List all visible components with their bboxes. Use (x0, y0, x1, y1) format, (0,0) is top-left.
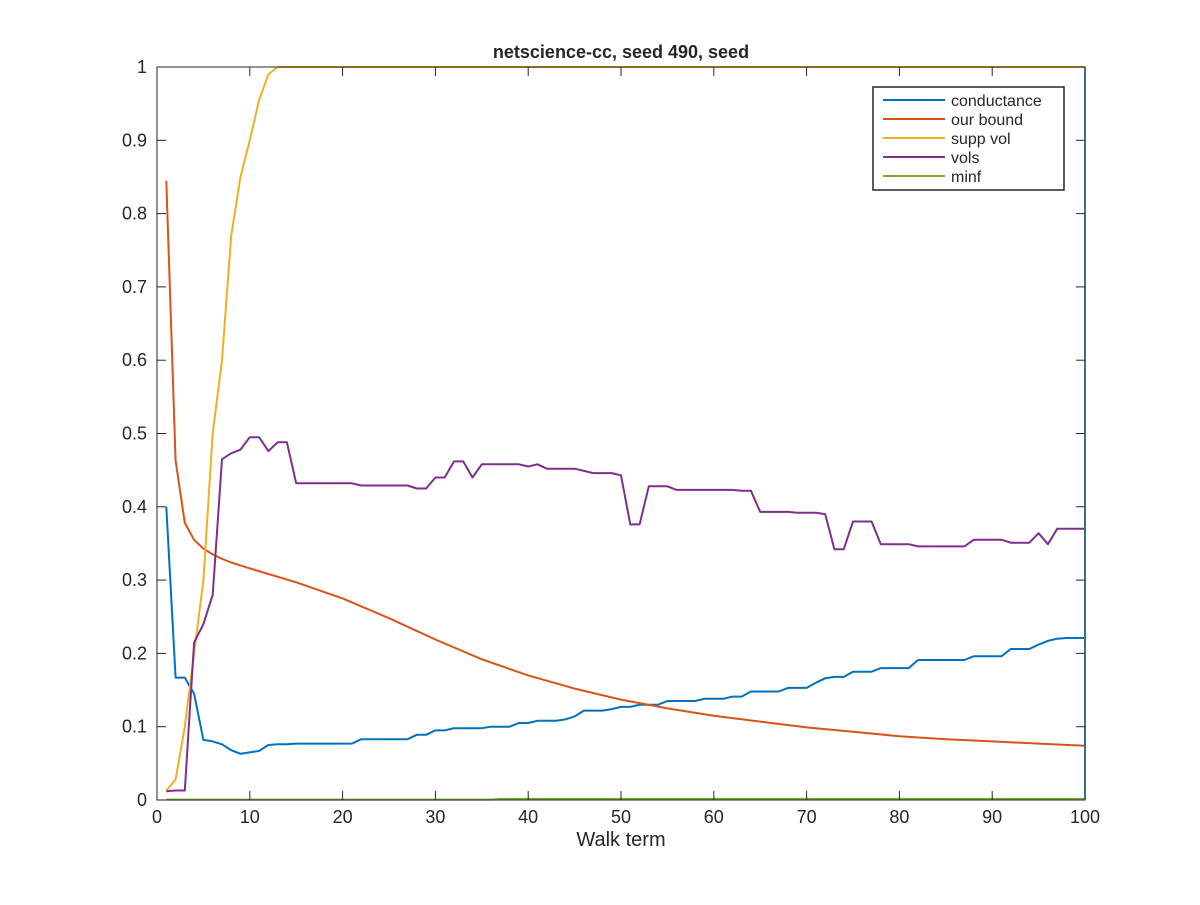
y-tick-label: 1 (137, 57, 147, 77)
y-tick-label: 0.6 (122, 350, 147, 370)
series-line-vols (166, 436, 1085, 793)
y-tick-label: 0.3 (122, 570, 147, 590)
y-tick-label: 0.1 (122, 717, 147, 737)
x-tick-label: 80 (889, 807, 909, 827)
x-tick-label: 20 (333, 807, 353, 827)
x-axis-label: Walk term (576, 829, 665, 851)
legend-label: supp vol (951, 131, 1011, 148)
legend-label: conductance (951, 93, 1042, 110)
chart-title: netscience-cc, seed 490, seed (493, 42, 749, 62)
y-tick-label: 0.2 (122, 643, 147, 663)
x-tick-label: 40 (518, 807, 538, 827)
series-line-minf (166, 797, 1085, 801)
legend: conductance our bound supp vol vols minf (872, 86, 1065, 191)
x-tick-label: 0 (152, 807, 162, 827)
y-tick-label: 0.7 (122, 277, 147, 297)
y-tick-label: 0.4 (122, 497, 147, 517)
legend-label: our bound (951, 112, 1023, 129)
y-tick-label: 0 (137, 790, 147, 810)
x-tick-label: 60 (704, 807, 724, 827)
x-tick-label: 50 (611, 807, 631, 827)
legend-label: vols (951, 150, 979, 167)
y-tick-label: 0.5 (122, 424, 147, 444)
x-tick-label: 10 (240, 807, 260, 827)
y-tick-label: 0.9 (122, 130, 147, 150)
x-tick-label: 30 (425, 807, 445, 827)
series-line-supp-vol (165, 66, 1085, 792)
legend-label: minf (951, 169, 982, 186)
axes-layer: 0 10 20 30 40 50 60 70 80 90 100 0 0.1 0.2 0.3 0.4 0.5 0.… (122, 57, 1100, 827)
series-line-our-bound (165, 180, 1086, 747)
x-tick-label: 70 (797, 807, 817, 827)
series-line-conductance (165, 506, 1085, 755)
y-tick-label: 0.8 (122, 204, 147, 224)
x-tick-label: 90 (982, 807, 1002, 827)
x-tick-label: 100 (1070, 807, 1100, 827)
